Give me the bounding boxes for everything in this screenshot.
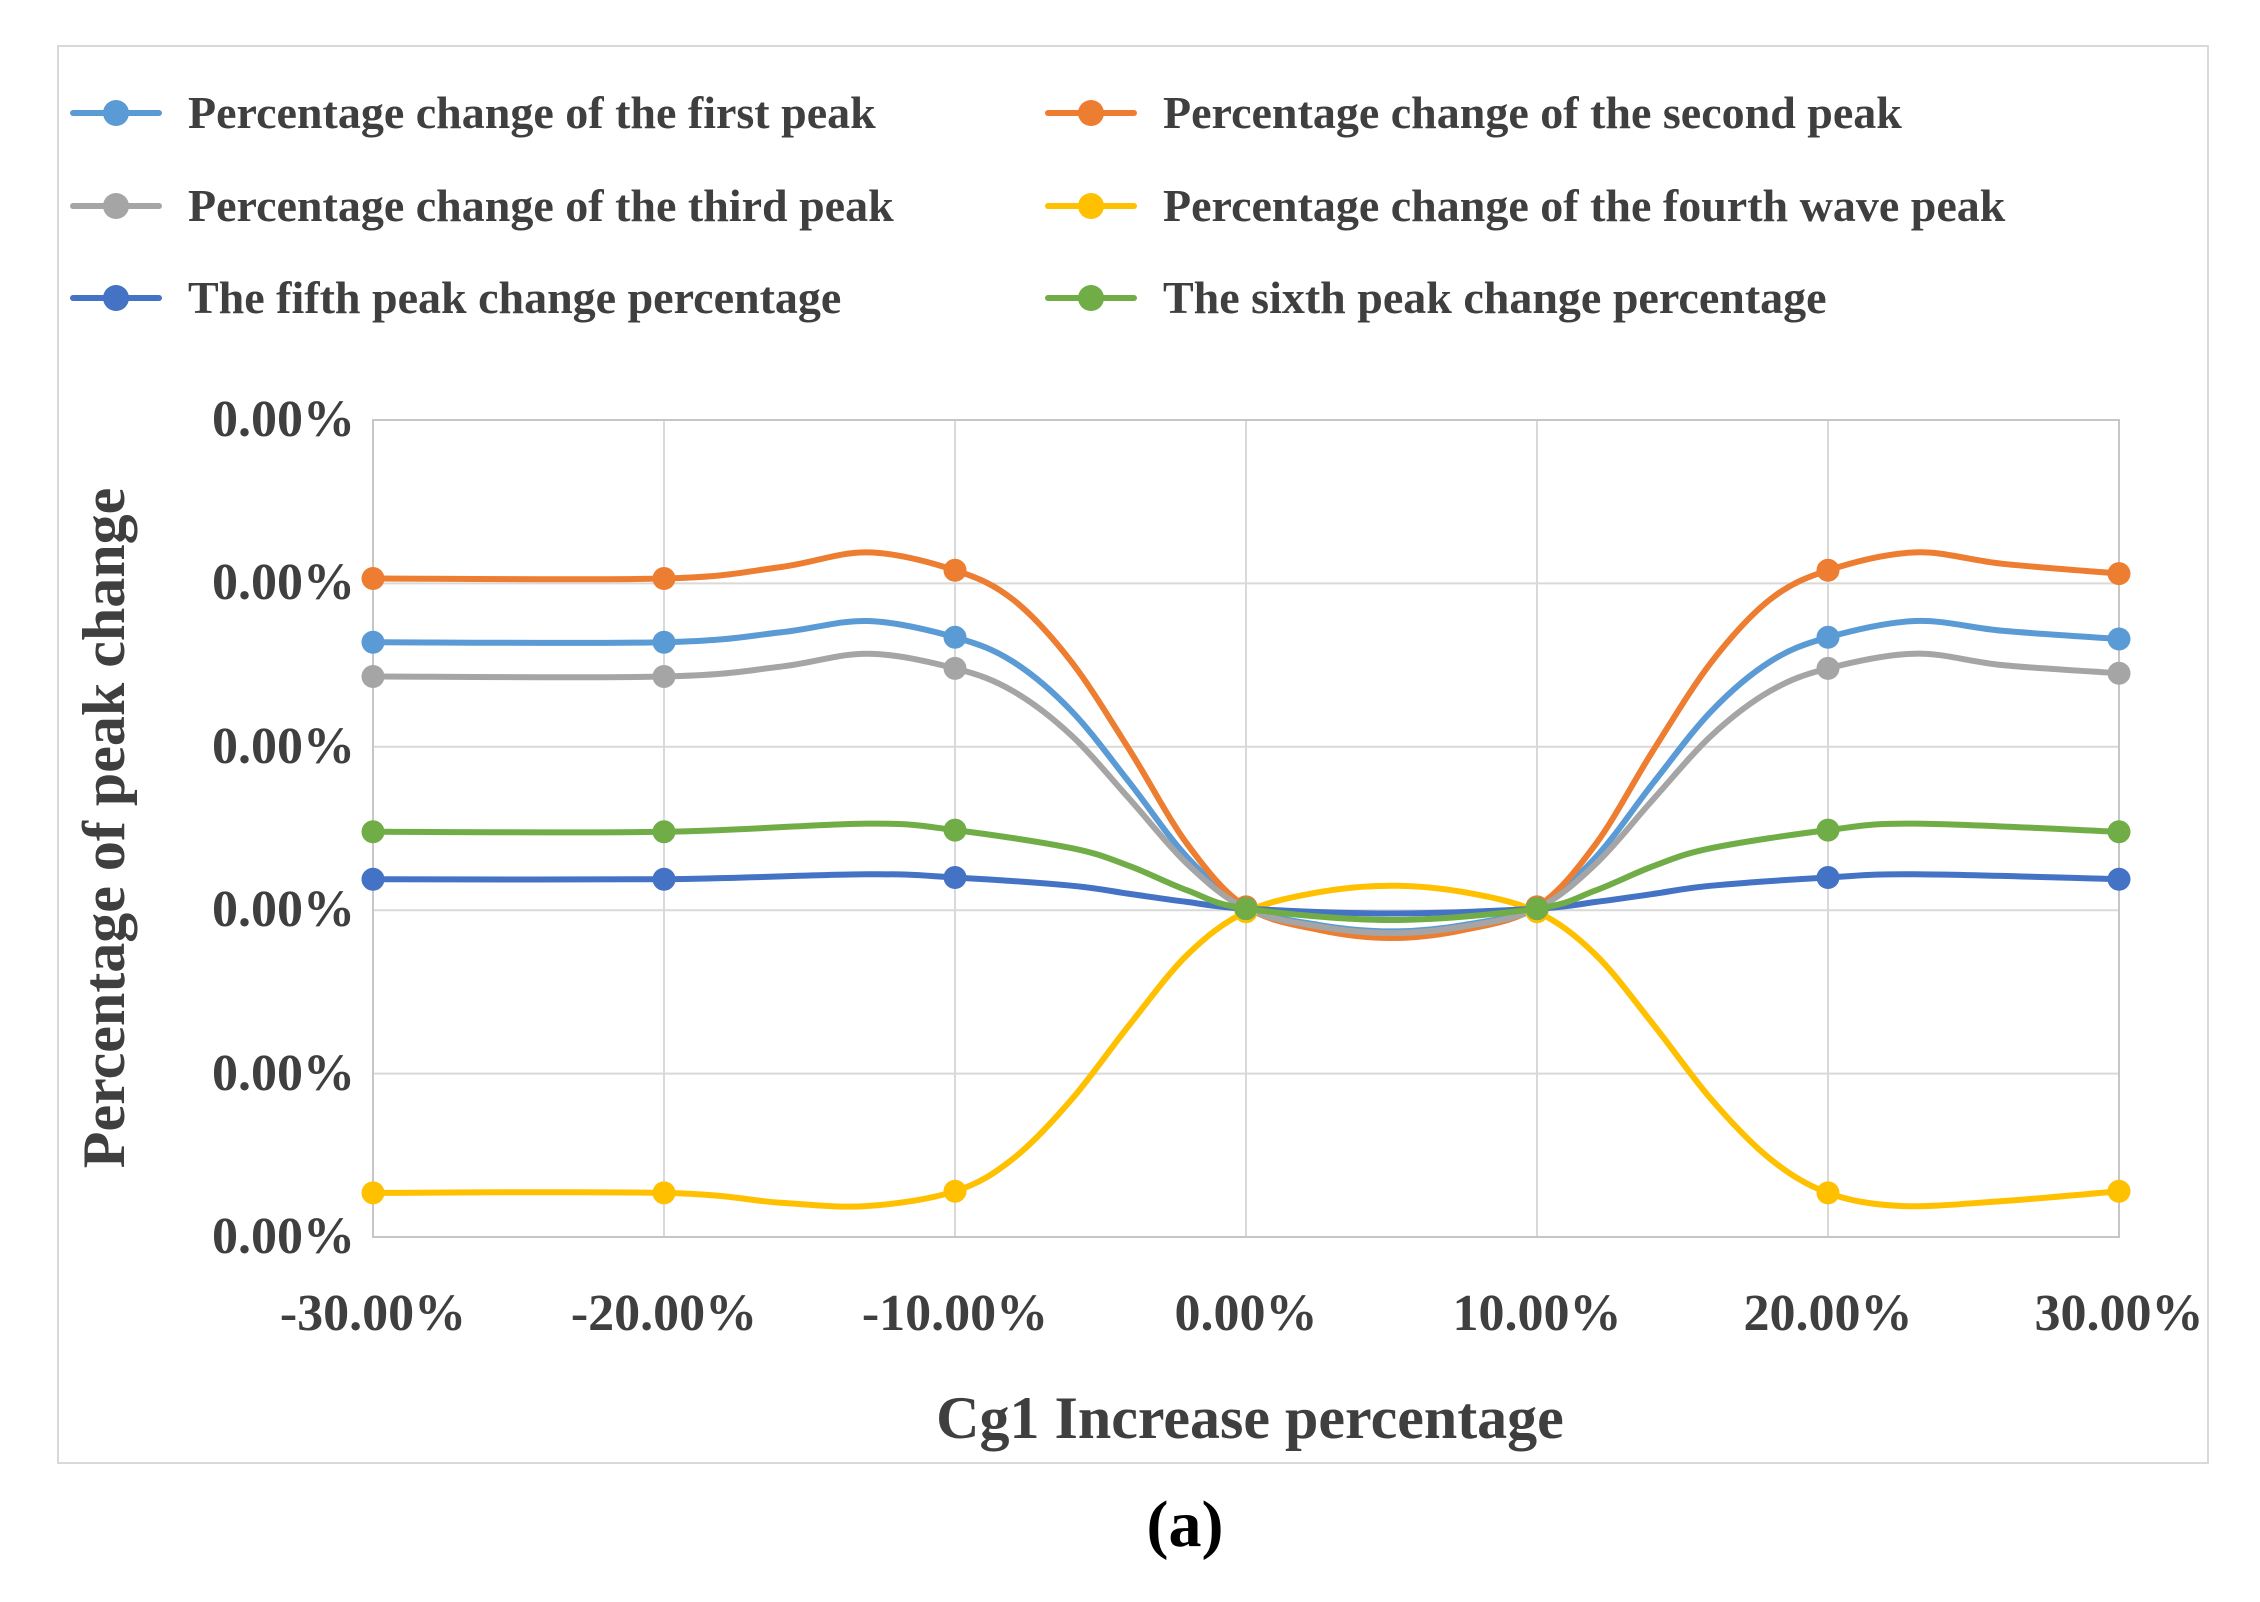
legend-line-marker-icon <box>70 285 162 311</box>
y-tick-label-0: 0.00% <box>212 391 355 448</box>
legend-line-marker-icon <box>1045 193 1137 219</box>
legend-dot-icon <box>1078 193 1104 219</box>
series-line-3 <box>370 882 2122 1210</box>
legend-line-marker-icon <box>1045 100 1137 126</box>
y-tick-label-3: 0.00% <box>212 881 355 939</box>
legend-label-1: Percentage change of the second peak <box>1163 87 1902 138</box>
legend-label-5: The sixth peak change percentage <box>1163 272 1827 323</box>
x-tick-label-1: -20.00% <box>570 1285 758 1342</box>
legend-dot-icon <box>103 193 129 219</box>
legend-line-marker-icon <box>1045 285 1137 311</box>
series-line-1 <box>370 549 2122 941</box>
legend-label-2: Percentage change of the third peak <box>188 180 894 231</box>
legend-item-0: Percentage change of the first peak <box>70 90 876 136</box>
x-axis-title: Cg1 Increase percentage <box>936 1385 1564 1451</box>
x-tick-label-5: 20.00% <box>1743 1285 1913 1342</box>
x-tick-label-4: 10.00% <box>1452 1285 1622 1342</box>
legend-item-3: Percentage change of the fourth wave pea… <box>1045 183 2005 229</box>
legend-dot-icon <box>103 285 129 311</box>
series-line-5 <box>370 820 2122 923</box>
x-tick-label-0: -30.00% <box>279 1285 467 1342</box>
series-line-2 <box>370 650 2122 937</box>
legend-dot-icon <box>1078 285 1104 311</box>
y-tick-label-4: 0.00% <box>212 1044 355 1102</box>
legend-label-0: Percentage change of the first peak <box>188 87 876 138</box>
legend-line-marker-icon <box>70 193 162 219</box>
y-tick-label-1: 0.00% <box>212 554 355 612</box>
legend-dot-icon <box>103 100 129 126</box>
legend-item-4: The fifth peak change percentage <box>70 275 841 321</box>
legend-item-2: Percentage change of the third peak <box>70 183 894 229</box>
x-tick-label-2: -10.00% <box>861 1285 1049 1342</box>
legend-item-1: Percentage change of the second peak <box>1045 90 1902 136</box>
legend-label-4: The fifth peak change percentage <box>188 272 842 323</box>
x-tick-label-6: 30.00% <box>2034 1285 2204 1342</box>
x-tick-label-3: 0.00% <box>1174 1285 1318 1342</box>
legend-item-5: The sixth peak change percentage <box>1045 275 1827 321</box>
y-tick-label-5: 0.00% <box>212 1208 355 1265</box>
legend-dot-icon <box>1078 100 1104 126</box>
y-axis-title: Percentage of peak change <box>71 487 137 1169</box>
legend-label-3: Percentage change of the fourth wave pea… <box>1163 180 2006 231</box>
legend-line-marker-icon <box>70 100 162 126</box>
series-markers-5 <box>361 818 2131 921</box>
figure-caption: (a) <box>1146 1488 1224 1561</box>
y-tick-label-2: 0.00% <box>212 717 355 775</box>
